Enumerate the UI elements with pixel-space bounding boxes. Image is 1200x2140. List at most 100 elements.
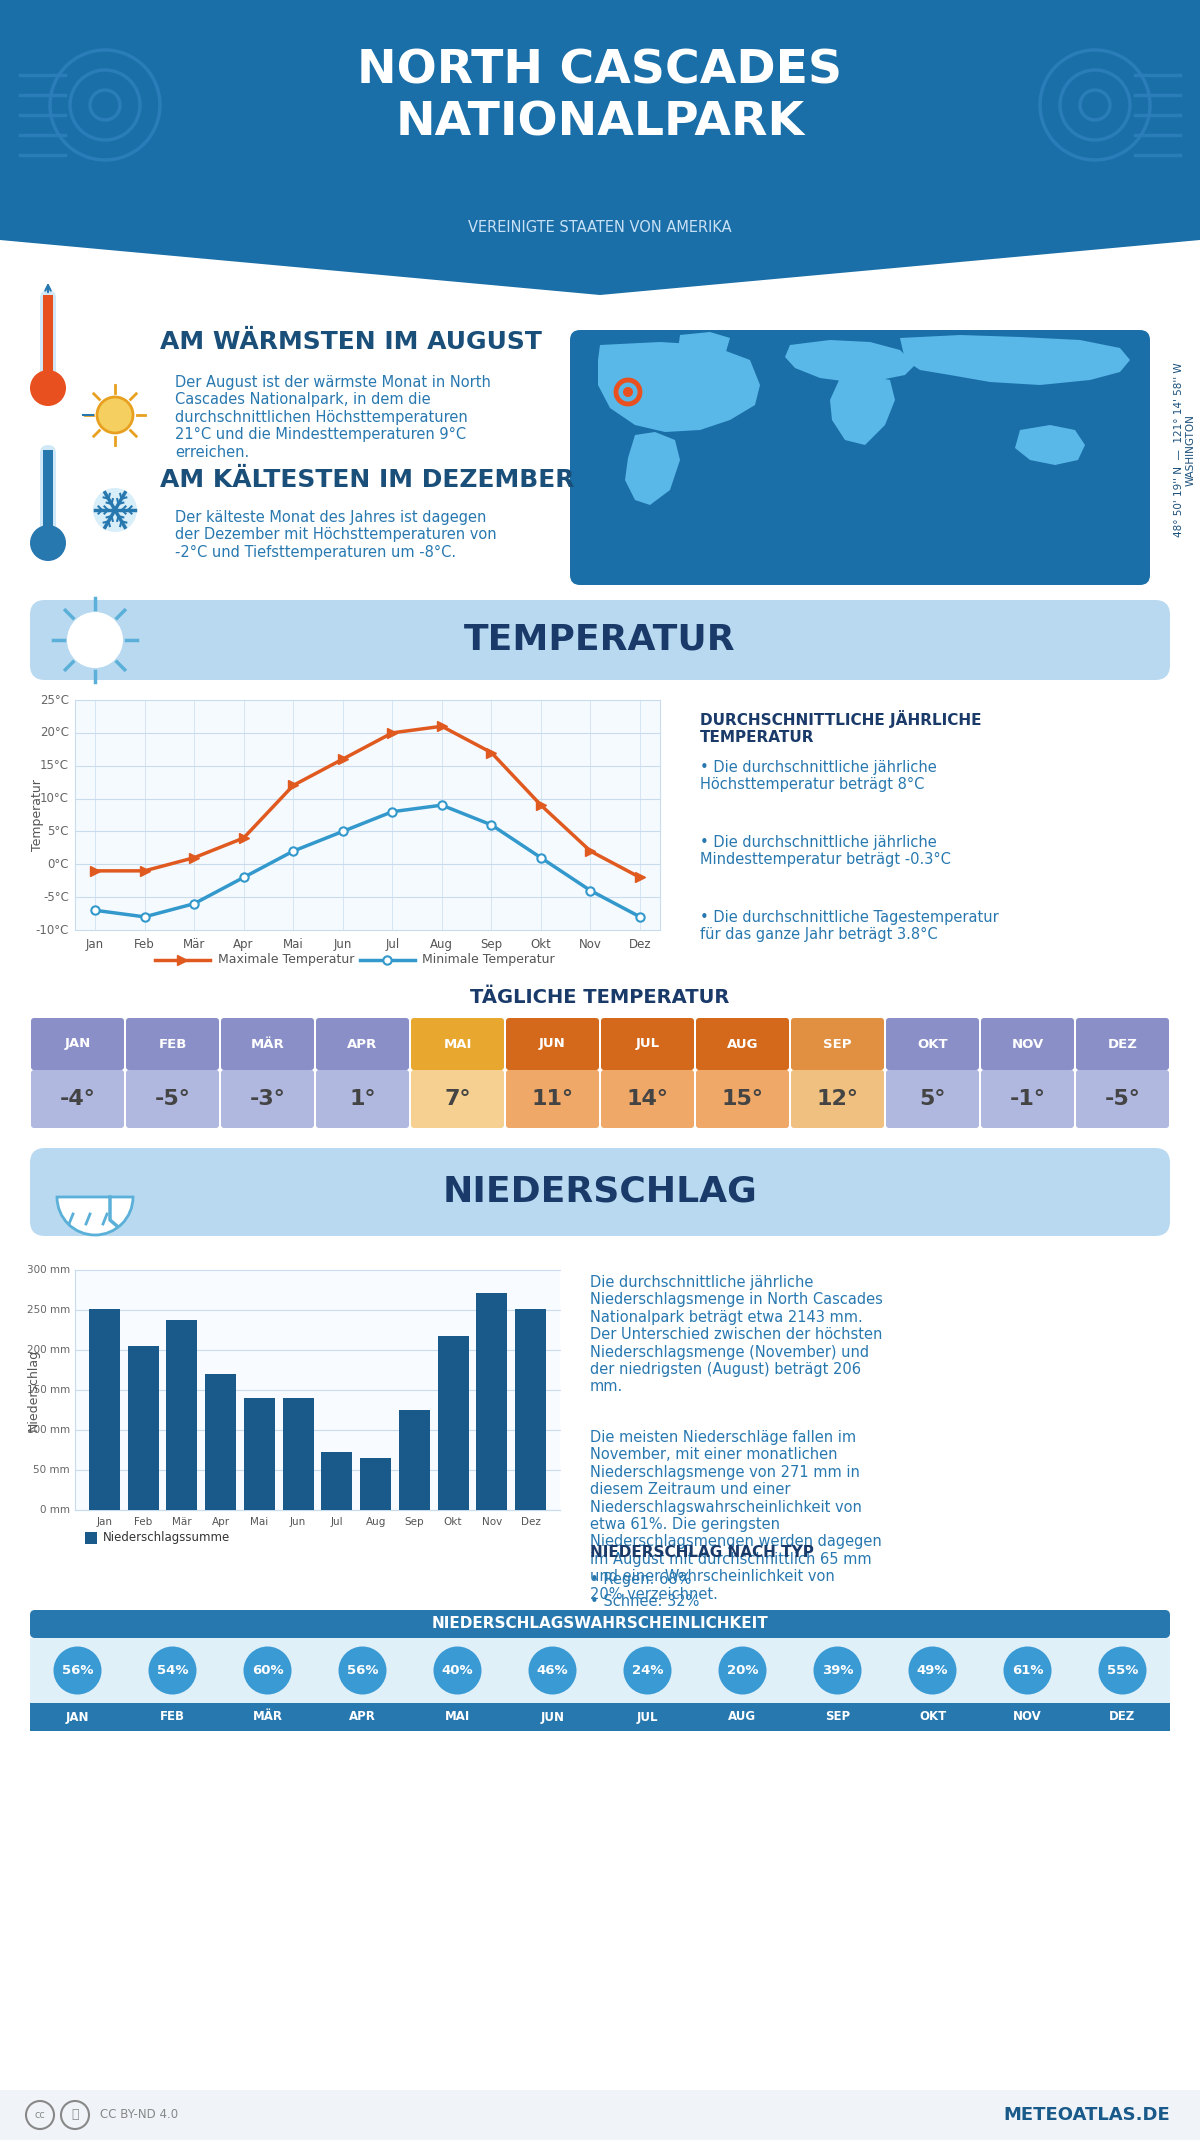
Text: Dez: Dez bbox=[629, 937, 652, 950]
Text: Der August ist der wärmste Monat in North
Cascades Nationalpark, in dem die
durc: Der August ist der wärmste Monat in Nort… bbox=[175, 374, 491, 460]
Text: Jan: Jan bbox=[96, 1517, 113, 1528]
Text: 10°C: 10°C bbox=[40, 792, 70, 805]
Bar bbox=[515, 1310, 546, 1511]
Text: 100 mm: 100 mm bbox=[26, 1425, 70, 1436]
FancyBboxPatch shape bbox=[601, 1019, 694, 1070]
Text: Die meisten Niederschläge fallen im
November, mit einer monatlichen
Niederschlag: Die meisten Niederschläge fallen im Nove… bbox=[590, 1430, 882, 1601]
Bar bbox=[127, 1346, 158, 1511]
Polygon shape bbox=[1015, 426, 1085, 464]
Bar bbox=[886, 1637, 980, 1703]
Text: Mai: Mai bbox=[283, 937, 304, 950]
FancyBboxPatch shape bbox=[570, 330, 1150, 584]
Text: CC BY-ND 4.0: CC BY-ND 4.0 bbox=[100, 2108, 178, 2121]
Text: 50 mm: 50 mm bbox=[34, 1466, 70, 1474]
FancyBboxPatch shape bbox=[410, 1070, 504, 1128]
Text: Dez: Dez bbox=[521, 1517, 540, 1528]
Text: -4°: -4° bbox=[60, 1089, 96, 1109]
Bar bbox=[438, 1335, 469, 1511]
Text: 15°: 15° bbox=[721, 1089, 763, 1109]
Text: NIEDERSCHLAGSWAHRSCHEINLICHKEIT: NIEDERSCHLAGSWAHRSCHEINLICHKEIT bbox=[432, 1616, 768, 1631]
FancyBboxPatch shape bbox=[316, 1070, 409, 1128]
Text: DEZ: DEZ bbox=[1109, 1710, 1135, 1723]
Text: OKT: OKT bbox=[919, 1710, 946, 1723]
Polygon shape bbox=[678, 332, 730, 357]
Text: 39%: 39% bbox=[822, 1665, 853, 1678]
Bar bbox=[125, 1703, 220, 1731]
Bar bbox=[505, 1637, 600, 1703]
Bar bbox=[125, 1637, 220, 1703]
Bar bbox=[85, 1532, 97, 1543]
Circle shape bbox=[30, 370, 66, 407]
Text: 60%: 60% bbox=[252, 1665, 283, 1678]
Circle shape bbox=[623, 387, 634, 398]
Bar bbox=[695, 1637, 790, 1703]
Text: Feb: Feb bbox=[134, 937, 155, 950]
FancyBboxPatch shape bbox=[126, 1070, 220, 1128]
Bar bbox=[89, 1310, 120, 1511]
Text: SEP: SEP bbox=[824, 1710, 850, 1723]
Text: 7°: 7° bbox=[444, 1089, 470, 1109]
Text: JUL: JUL bbox=[636, 1038, 660, 1051]
FancyBboxPatch shape bbox=[791, 1070, 884, 1128]
Circle shape bbox=[719, 1646, 767, 1695]
Circle shape bbox=[67, 612, 124, 668]
Bar bbox=[30, 1637, 125, 1703]
Bar bbox=[43, 295, 53, 374]
Bar bbox=[0, 2091, 1200, 2140]
Text: DURCHSCHNITTLICHE JÄHRLICHE
TEMPERATUR: DURCHSCHNITTLICHE JÄHRLICHE TEMPERATUR bbox=[700, 710, 982, 745]
Text: Die durchschnittliche jährliche
Niederschlagsmenge in North Cascades
Nationalpar: Die durchschnittliche jährliche Niedersc… bbox=[590, 1275, 883, 1395]
Text: 200 mm: 200 mm bbox=[26, 1346, 70, 1355]
FancyBboxPatch shape bbox=[886, 1019, 979, 1070]
FancyBboxPatch shape bbox=[791, 1019, 884, 1070]
Bar bbox=[1000, 0, 1200, 310]
Text: • Regen: 68%: • Regen: 68% bbox=[590, 1573, 691, 1588]
FancyBboxPatch shape bbox=[410, 1019, 504, 1070]
Text: APR: APR bbox=[349, 1710, 376, 1723]
Text: 46%: 46% bbox=[536, 1665, 569, 1678]
Polygon shape bbox=[830, 374, 895, 445]
Text: • Schnee: 32%: • Schnee: 32% bbox=[590, 1594, 700, 1609]
Circle shape bbox=[1003, 1646, 1051, 1695]
FancyBboxPatch shape bbox=[316, 1019, 409, 1070]
Text: -5°C: -5°C bbox=[43, 890, 70, 903]
FancyBboxPatch shape bbox=[221, 1019, 314, 1070]
FancyBboxPatch shape bbox=[886, 1070, 979, 1128]
Text: 1°: 1° bbox=[349, 1089, 376, 1109]
Text: Sep: Sep bbox=[404, 1517, 424, 1528]
Text: Minimale Temperatur: Minimale Temperatur bbox=[422, 954, 554, 967]
Text: 48° 50' 19'' N  —  121° 14' 58'' W
WASHINGTON: 48° 50' 19'' N — 121° 14' 58'' W WASHING… bbox=[1175, 362, 1195, 537]
Text: OKT: OKT bbox=[917, 1038, 948, 1051]
Text: Jun: Jun bbox=[290, 1517, 306, 1528]
FancyBboxPatch shape bbox=[506, 1019, 599, 1070]
Bar bbox=[1075, 1703, 1170, 1731]
Text: 49%: 49% bbox=[917, 1665, 948, 1678]
Text: MAI: MAI bbox=[445, 1710, 470, 1723]
Text: • Die durchschnittliche Tagestemperatur
für das ganze Jahr beträgt 3.8°C: • Die durchschnittliche Tagestemperatur … bbox=[700, 910, 998, 942]
Text: JAN: JAN bbox=[66, 1710, 89, 1723]
Circle shape bbox=[624, 1646, 672, 1695]
Text: Jul: Jul bbox=[330, 1517, 343, 1528]
Text: NOV: NOV bbox=[1013, 1710, 1042, 1723]
Text: FEB: FEB bbox=[160, 1710, 185, 1723]
Text: 5°: 5° bbox=[919, 1089, 946, 1109]
Text: Sep: Sep bbox=[480, 937, 503, 950]
Polygon shape bbox=[0, 0, 1200, 295]
Text: • Die durchschnittliche jährliche
Mindesttemperatur beträgt -0.3°C: • Die durchschnittliche jährliche Mindes… bbox=[700, 835, 950, 867]
Text: Der kälteste Monat des Jahres ist dagegen
der Dezember mit Höchsttemperaturen vo: Der kälteste Monat des Jahres ist dagege… bbox=[175, 509, 497, 561]
Text: APR: APR bbox=[347, 1038, 378, 1051]
FancyBboxPatch shape bbox=[1076, 1070, 1169, 1128]
Circle shape bbox=[94, 488, 137, 533]
Circle shape bbox=[54, 1646, 102, 1695]
Text: METEOATLAS.DE: METEOATLAS.DE bbox=[1003, 2106, 1170, 2125]
Text: 0 mm: 0 mm bbox=[40, 1504, 70, 1515]
Bar bbox=[360, 1457, 391, 1511]
Text: NOV: NOV bbox=[1012, 1038, 1044, 1051]
Text: Jan: Jan bbox=[86, 937, 104, 950]
Text: 11°: 11° bbox=[532, 1089, 574, 1109]
Bar bbox=[322, 1451, 353, 1511]
Text: Aug: Aug bbox=[431, 937, 454, 950]
Text: 56%: 56% bbox=[347, 1665, 378, 1678]
Text: NATIONALPARK: NATIONALPARK bbox=[396, 101, 804, 146]
FancyBboxPatch shape bbox=[696, 1070, 790, 1128]
Bar bbox=[410, 1637, 505, 1703]
